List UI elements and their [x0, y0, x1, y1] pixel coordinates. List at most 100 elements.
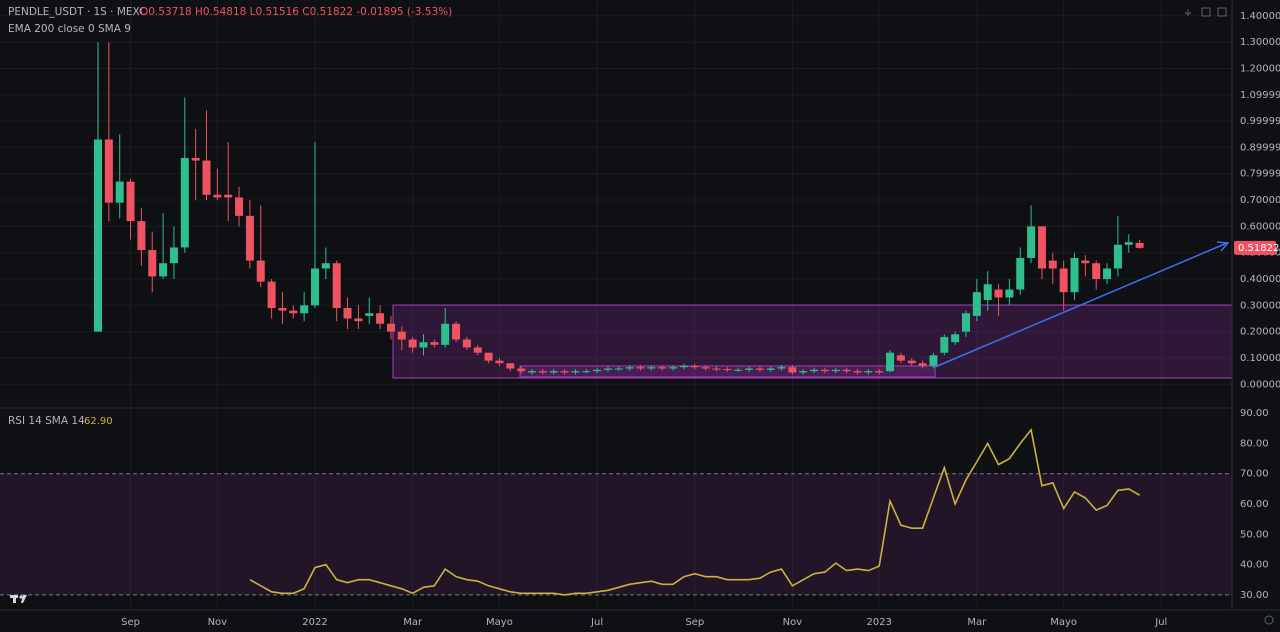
candle-body [962, 313, 970, 332]
candle-body [745, 368, 753, 370]
x-tick-label: Jul [590, 617, 603, 628]
rsi-band [0, 473, 1232, 595]
price-tag [1234, 240, 1276, 255]
candle-body [1048, 260, 1057, 269]
candle-body [289, 310, 298, 314]
candle-body [853, 371, 862, 373]
x-tick-label: Mayo [486, 617, 513, 628]
candle-body [755, 368, 764, 370]
y-tick-label: 1.09999 [1240, 90, 1280, 101]
trend-arrow [1216, 241, 1230, 252]
x-tick-label: 2023 [866, 617, 891, 628]
y-tick-label: 0.30000 [1240, 300, 1280, 311]
candle-body [766, 368, 775, 370]
candle-body [397, 331, 406, 340]
y-tick-label: 0.10000 [1240, 353, 1280, 364]
candle-body [224, 194, 233, 198]
candle-body [1070, 257, 1079, 293]
candle-body [625, 367, 634, 369]
rsi-tick-label: 40.00 [1240, 560, 1269, 571]
rsi-value-label: 62.90 [84, 416, 113, 427]
candle-body [560, 371, 569, 373]
candle-body [506, 363, 515, 369]
y-tick-label: 0.60000 [1240, 221, 1280, 232]
ohlc-legend: O0.53718 H0.54818 L0.51516 C0.51822 -0.0… [140, 6, 452, 18]
candle-body [983, 284, 992, 301]
candle-body [1027, 226, 1036, 258]
y-tick-label: 0.99999 [1240, 116, 1280, 127]
window-icons[interactable] [1184, 7, 1227, 17]
labels: Sep Nov 2022 Mar Mayo Jul Sep Nov 2023 Mar Mayo Jul… [84, 11, 1280, 628]
candle-body [1135, 242, 1144, 248]
candle-body [810, 369, 819, 372]
candle-body [126, 181, 135, 222]
rsi-legend: RSI 14 SMA 14 [8, 415, 85, 427]
candle-body [104, 139, 113, 203]
candle-body [495, 360, 504, 364]
candle-body [886, 352, 895, 372]
candle-body [484, 352, 493, 361]
trend-line [934, 242, 1228, 368]
indicator-legend: EMA 200 close 0 SMA 9 [8, 23, 131, 35]
candle-body [311, 268, 319, 306]
candle-body [462, 339, 471, 348]
candle-body [354, 318, 363, 322]
x-tick-label: 2022 [302, 617, 327, 628]
logo [10, 595, 27, 603]
x-tick-label: Nov [208, 617, 228, 628]
candle-body [636, 367, 645, 369]
rsi-tick-label: 80.00 [1240, 438, 1269, 449]
candle-body [593, 369, 602, 372]
candle-body [864, 371, 873, 373]
candle-body [94, 139, 102, 332]
candle-body [940, 336, 949, 353]
candle-body [148, 250, 157, 277]
y-tick-label: 1.20000 [1240, 63, 1280, 74]
candle-body [1113, 244, 1122, 269]
y-tick-label: 0.20000 [1240, 327, 1280, 338]
candle-body [1016, 257, 1025, 290]
candle-body [690, 365, 699, 368]
candle-body [1124, 242, 1133, 245]
candle-body [408, 339, 417, 348]
candle-body [734, 369, 743, 371]
candle-body [875, 371, 884, 373]
candle-body [538, 371, 547, 373]
candle-body [1037, 226, 1046, 269]
candle-body [278, 307, 287, 311]
rsi-tick-label: 50.00 [1240, 529, 1269, 540]
candle-body [603, 368, 612, 370]
x-tick-label: Mar [967, 617, 987, 628]
icon-maximize[interactable] [1217, 7, 1227, 17]
x-tick-label: Jul [1154, 617, 1167, 628]
candle-body [245, 215, 254, 261]
candle-body [430, 342, 439, 345]
candle-body [235, 197, 244, 216]
candle-body [419, 342, 428, 348]
y-tick-label: 0.70000 [1240, 195, 1280, 206]
candle-body [994, 289, 1003, 298]
candle-body [300, 305, 309, 314]
candle-body [332, 263, 341, 308]
price-tag-label: 0.51822 [1238, 243, 1279, 254]
icon-collapse[interactable] [1184, 9, 1192, 16]
y-tick-label: 0.79999 [1240, 169, 1280, 180]
y-tick-label: 0.00000 [1240, 379, 1280, 390]
x-tick-label: Sep [685, 617, 704, 628]
x-tick-label: Sep [121, 617, 140, 628]
candle-body [582, 371, 591, 373]
candle-body [1081, 260, 1090, 264]
candle-body [712, 368, 721, 370]
candle-body [365, 313, 374, 316]
x-tick-label: Mar [403, 617, 423, 628]
settings-icon[interactable] [1264, 615, 1274, 625]
candle-body [929, 355, 938, 366]
x-tick-label: Nov [783, 617, 803, 628]
candle-body [1059, 268, 1068, 293]
candle-body [1005, 289, 1014, 298]
icon-settings[interactable] [1201, 7, 1211, 17]
x-tick-label: Mayo [1050, 617, 1077, 628]
